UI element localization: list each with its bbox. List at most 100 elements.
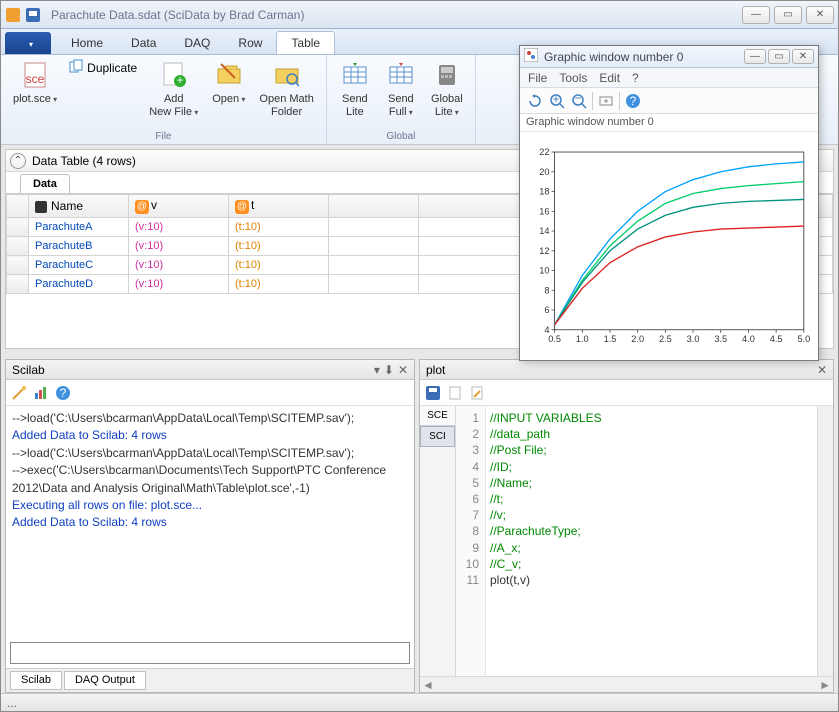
add-new-file-button[interactable]: + Add New File: [145, 57, 202, 120]
pan-icon[interactable]: [597, 92, 615, 110]
col-t[interactable]: @t: [229, 195, 329, 218]
titlebar: Parachute Data.sdat (SciData by Brad Car…: [1, 1, 838, 29]
wand-icon[interactable]: [10, 384, 28, 402]
svg-text:4.0: 4.0: [742, 334, 755, 344]
zoom-in-icon[interactable]: +: [548, 92, 566, 110]
graphic-menu: File Tools Edit ?: [520, 68, 818, 88]
send-full-icon: [385, 59, 417, 91]
help-icon[interactable]: ?: [54, 384, 72, 402]
scilab-console: -->load('C:\Users\bcarman\AppData\Local\…: [6, 406, 414, 638]
svg-text:0.5: 0.5: [548, 334, 561, 344]
global-lite-icon: [431, 59, 463, 91]
svg-text:6: 6: [544, 305, 549, 315]
row-header-corner: [7, 195, 29, 218]
col-name[interactable]: Name: [29, 195, 129, 218]
close-panel-icon[interactable]: ✕: [398, 363, 408, 377]
horizontal-scrollbar[interactable]: ◄►: [420, 676, 833, 692]
chart-icon[interactable]: [32, 384, 50, 402]
tab-data[interactable]: Data: [117, 32, 170, 54]
open-button[interactable]: Open: [208, 57, 249, 108]
vertical-scrollbar[interactable]: [817, 406, 833, 676]
data-tab[interactable]: Data: [20, 174, 70, 193]
svg-text:16: 16: [539, 206, 549, 216]
pin-icon[interactable]: ⬇: [384, 363, 394, 377]
graphic-app-icon: [524, 48, 538, 65]
svg-text:18: 18: [539, 187, 549, 197]
gw-help-icon[interactable]: ?: [624, 92, 642, 110]
duplicate-button[interactable]: Duplicate: [67, 57, 139, 78]
edit-icon[interactable]: [468, 384, 486, 402]
svg-text:5.0: 5.0: [797, 334, 810, 344]
open-icon: [213, 59, 245, 91]
svg-text:1.0: 1.0: [576, 334, 589, 344]
minimize-button[interactable]: —: [742, 6, 770, 24]
group-label-file: File: [155, 131, 171, 142]
graphic-window: Graphic window number 0 — ▭ ✕ File Tools…: [519, 45, 819, 361]
gw-maximize[interactable]: ▭: [768, 49, 790, 64]
col-empty1: [329, 195, 419, 218]
sci-tab[interactable]: SCI: [420, 426, 455, 447]
svg-text:1.5: 1.5: [604, 334, 617, 344]
scilab-input[interactable]: [10, 642, 410, 664]
svg-text:2.5: 2.5: [659, 334, 672, 344]
data-panel-title: Data Table (4 rows): [32, 154, 136, 168]
math-folder-icon: [271, 59, 303, 91]
svg-text:8: 8: [544, 285, 549, 295]
save-icon[interactable]: [25, 7, 41, 23]
tab-table[interactable]: Table: [276, 31, 335, 54]
statusbar: ...: [1, 693, 838, 711]
svg-text:22: 22: [539, 147, 549, 157]
svg-text:+: +: [552, 93, 559, 106]
svg-text:12: 12: [539, 246, 549, 256]
send-full-button[interactable]: Send Full: [381, 57, 421, 120]
svg-text:20: 20: [539, 167, 549, 177]
chart-area: 468101214161820220.51.01.52.02.53.03.54.…: [520, 132, 818, 360]
window-title: Parachute Data.sdat (SciData by Brad Car…: [51, 8, 304, 22]
gw-menu-help[interactable]: ?: [632, 71, 639, 85]
svg-text:2.0: 2.0: [631, 334, 644, 344]
ribbon-group-file: sce plot.sce Duplicate + Add New File Op…: [1, 55, 327, 144]
gw-minimize[interactable]: —: [744, 49, 766, 64]
tab-daq[interactable]: DAQ: [170, 32, 224, 54]
global-lite-button[interactable]: Global Lite: [427, 57, 467, 120]
new-file-icon: +: [158, 59, 190, 91]
svg-text:+: +: [176, 73, 183, 87]
duplicate-icon: [69, 59, 83, 76]
gw-menu-file[interactable]: File: [528, 71, 547, 85]
send-lite-button[interactable]: Send Lite: [335, 57, 375, 120]
open-math-folder-button[interactable]: Open Math Folder: [255, 57, 317, 120]
file-tab[interactable]: [5, 32, 51, 54]
maximize-button[interactable]: ▭: [774, 6, 802, 24]
svg-text:3.5: 3.5: [714, 334, 727, 344]
gw-status: Graphic window number 0: [520, 114, 818, 132]
zoom-out-icon[interactable]: −: [570, 92, 588, 110]
collapse-toggle[interactable]: ⌃: [10, 153, 26, 169]
send-lite-icon: [339, 59, 371, 91]
gw-close[interactable]: ✕: [792, 49, 814, 64]
daq-output-tab[interactable]: DAQ Output: [64, 671, 146, 690]
doc-icon[interactable]: [446, 384, 464, 402]
svg-text:14: 14: [539, 226, 549, 236]
tab-home[interactable]: Home: [57, 32, 117, 54]
scilab-title: Scilab: [12, 363, 45, 377]
code-editor[interactable]: 1234567891011 //INPUT VARIABLES//data_pa…: [456, 406, 817, 676]
gw-menu-edit[interactable]: Edit: [599, 71, 620, 85]
col-v[interactable]: @v: [129, 195, 229, 218]
app-icon: [5, 7, 21, 23]
tab-row[interactable]: Row: [224, 32, 276, 54]
close-plot-icon[interactable]: ✕: [817, 363, 827, 377]
close-button[interactable]: ✕: [806, 6, 834, 24]
plot-title: plot: [426, 363, 445, 377]
dropdown-icon[interactable]: ▾: [374, 363, 380, 377]
svg-text:10: 10: [539, 266, 549, 276]
scilab-tab[interactable]: Scilab: [10, 671, 62, 690]
svg-text:3.0: 3.0: [687, 334, 700, 344]
gw-menu-tools[interactable]: Tools: [559, 71, 587, 85]
svg-text:−: −: [574, 93, 581, 105]
svg-text:4.5: 4.5: [770, 334, 783, 344]
save-code-icon[interactable]: [424, 384, 442, 402]
plot-sce-button[interactable]: sce plot.sce: [9, 57, 61, 108]
graphic-window-title: Graphic window number 0: [544, 50, 683, 64]
rotate-icon[interactable]: [526, 92, 544, 110]
sce-tab[interactable]: SCE: [420, 406, 455, 426]
